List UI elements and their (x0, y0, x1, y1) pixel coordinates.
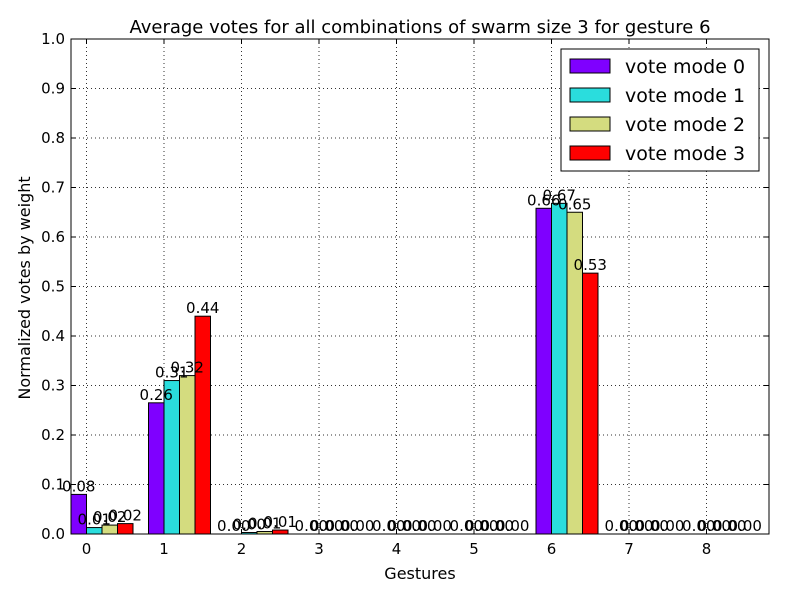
bar (551, 202, 568, 535)
bar-value-label: 0.01 (248, 515, 281, 533)
bar-value-label: 0.53 (574, 256, 607, 274)
legend-label: vote mode 0 (625, 56, 745, 78)
bar-value-label: 0.00 (450, 517, 483, 535)
y-tick-label: 0.4 (41, 327, 65, 345)
bar-value-label: 0.00 (651, 517, 684, 535)
chart-title: Average votes for all combinations of sw… (129, 17, 710, 38)
bar-value-label: 0.00 (682, 517, 715, 535)
y-tick-label: 0.6 (41, 228, 65, 246)
bar-value-label: 0.00 (481, 517, 514, 535)
bar-value-label: 0.31 (155, 364, 188, 382)
bar-value-label: 0.67 (543, 186, 576, 204)
legend-label: vote mode 1 (625, 85, 745, 107)
x-tick-label: 4 (392, 540, 402, 558)
bar-value-label: 0.00 (713, 517, 746, 535)
bar (582, 272, 599, 535)
bar-value-label: 0.00 (465, 517, 498, 535)
bar-value-label: 0.01 (264, 513, 297, 531)
y-tick-label: 1.0 (41, 30, 65, 48)
y-tick-label: 0.7 (41, 179, 65, 197)
y-tick-label: 0.8 (41, 129, 65, 147)
bar-value-label: 0.00 (729, 517, 762, 535)
bar-value-label: 0.00 (326, 517, 359, 535)
bar-value-label: 0.66 (527, 191, 560, 209)
bar-value-label: 0.00 (217, 517, 250, 535)
bar-value-label: 0.00 (388, 517, 421, 535)
bar-value-label: 0.44 (186, 299, 219, 317)
y-tick-label: 0.5 (41, 278, 65, 296)
x-tick-label: 8 (702, 540, 712, 558)
bar-value-label: 0.00 (620, 517, 653, 535)
legend-swatch (569, 116, 611, 132)
legend-swatch (569, 145, 611, 161)
legend: vote mode 0 vote mode 1 vote mode 2 vote mo… (560, 48, 760, 172)
bar (535, 207, 552, 535)
bar-value-label: 0.00 (403, 517, 436, 535)
x-axis-label: Gestures (384, 564, 455, 583)
x-tick-label: 1 (159, 540, 169, 558)
bar-value-label: 0.00 (233, 516, 266, 534)
bar-value-label: 0.26 (140, 386, 173, 404)
x-tick-label: 5 (469, 540, 479, 558)
legend-label: vote mode 2 (625, 114, 745, 136)
bar-value-label: 0.00 (636, 517, 669, 535)
bar-value-label: 0.65 (558, 195, 591, 213)
bar-value-label: 0.32 (171, 359, 204, 377)
y-tick-label: 0.2 (41, 426, 65, 444)
bar-value-label: 0.00 (496, 517, 529, 535)
bar-value-label: 0.00 (295, 517, 328, 535)
x-tick-label: 2 (237, 540, 247, 558)
y-axis-label: Normalized votes by weight (15, 176, 34, 399)
bar-value-label: 0.02 (109, 507, 142, 525)
bar-value-label: 0.08 (62, 477, 95, 495)
bar-value-label: 0.02 (93, 508, 126, 526)
y-tick-label: 0.3 (41, 377, 65, 395)
bar (148, 402, 165, 535)
bar (179, 375, 196, 535)
bar (194, 315, 211, 535)
y-tick-label: 0.1 (41, 476, 65, 494)
bar-value-label: 0.01 (78, 511, 111, 529)
y-tick-label: 0.0 (41, 525, 65, 543)
bar-value-label: 0.00 (310, 517, 343, 535)
bar-value-label: 0.00 (605, 517, 638, 535)
bar-value-label: 0.00 (419, 517, 452, 535)
legend-swatch (569, 58, 611, 74)
x-tick-label: 6 (547, 540, 557, 558)
bar-value-label: 0.00 (341, 517, 374, 535)
bar-value-label: 0.00 (698, 517, 731, 535)
legend-label: vote mode 3 (625, 143, 745, 165)
x-tick-label: 7 (624, 540, 634, 558)
bar-value-label: 0.00 (372, 517, 405, 535)
legend-swatch (569, 87, 611, 103)
x-tick-label: 0 (82, 540, 92, 558)
y-tick-label: 0.9 (41, 80, 65, 98)
x-tick-label: 3 (314, 540, 324, 558)
